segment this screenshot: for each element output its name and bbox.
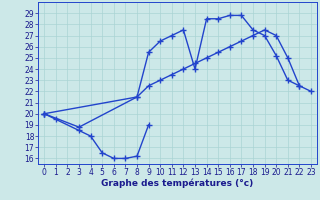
X-axis label: Graphe des températures (°c): Graphe des températures (°c): [101, 179, 254, 188]
